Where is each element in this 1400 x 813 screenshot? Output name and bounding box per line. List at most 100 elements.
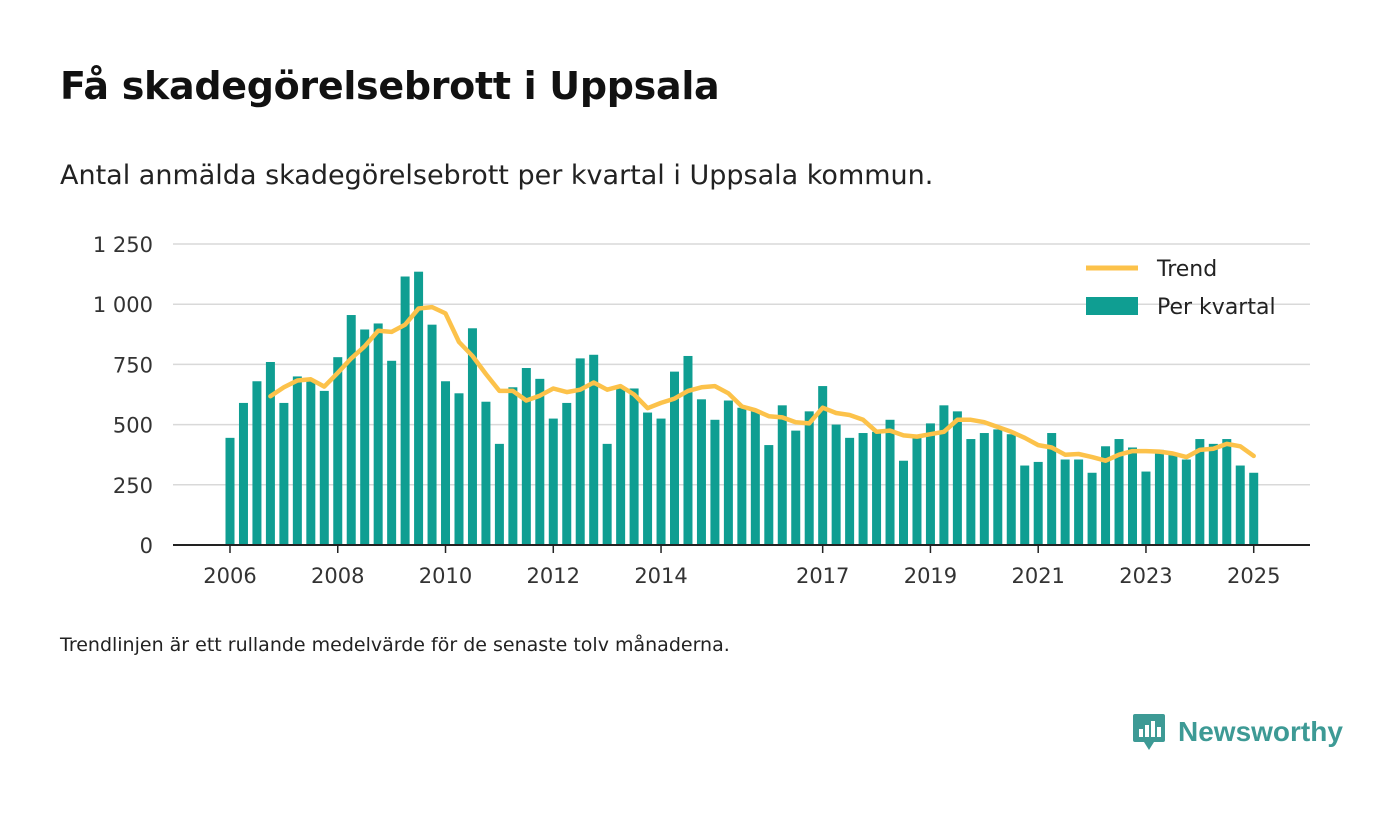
bar xyxy=(1208,443,1218,545)
bar xyxy=(737,407,747,545)
bar xyxy=(1181,459,1191,545)
newsworthy-brand[interactable]: Newsworthy xyxy=(1132,710,1343,754)
bar xyxy=(360,329,370,545)
newsworthy-logo-icon xyxy=(1133,714,1165,750)
bar xyxy=(616,388,626,545)
bar xyxy=(508,387,518,545)
legend: Trend Per kvartal xyxy=(1086,257,1276,320)
y-tick-label: 500 xyxy=(113,414,153,438)
bar xyxy=(575,358,585,545)
bar xyxy=(629,388,639,545)
chart-subtitle: Antal anmälda skadegörelsebrott per kvar… xyxy=(60,160,934,191)
x-tick-label: 2008 xyxy=(311,564,364,588)
y-tick-label: 250 xyxy=(113,474,153,498)
bar xyxy=(333,357,343,545)
y-axis-ticks: 0 250 500 750 1 000 1 250 xyxy=(93,233,153,558)
x-tick-label: 2021 xyxy=(1011,564,1064,588)
bar xyxy=(993,429,1003,545)
bar xyxy=(279,402,289,545)
bar xyxy=(683,355,693,545)
bar xyxy=(427,324,437,545)
bar xyxy=(656,418,666,545)
bar xyxy=(521,368,531,545)
legend-trend-label: Trend xyxy=(1156,257,1217,282)
legend-bar-label: Per kvartal xyxy=(1157,295,1276,320)
bar xyxy=(346,315,356,545)
legend-bar-swatch xyxy=(1086,297,1138,315)
bar-series xyxy=(225,271,1259,545)
bar xyxy=(750,410,760,545)
trend-line xyxy=(268,304,1256,463)
bar xyxy=(562,402,572,545)
bar xyxy=(319,390,329,545)
footnote: Trendlinjen är ett rullande medelvärde f… xyxy=(60,634,730,656)
bar xyxy=(1154,449,1164,545)
bar xyxy=(966,439,976,545)
bar xyxy=(710,419,720,545)
x-tick-label: 2012 xyxy=(527,564,580,588)
bar xyxy=(952,411,962,545)
y-tick-label: 0 xyxy=(140,534,153,558)
bar xyxy=(414,271,424,545)
bar xyxy=(1047,433,1057,545)
bar xyxy=(1222,439,1232,545)
bar xyxy=(885,419,895,545)
brand-name: Newsworthy xyxy=(1178,716,1343,747)
bar xyxy=(1168,454,1178,545)
x-tick-label: 2025 xyxy=(1227,564,1280,588)
bar xyxy=(467,328,477,545)
bar xyxy=(696,399,706,545)
bar xyxy=(535,378,545,545)
bar xyxy=(764,445,774,545)
bar xyxy=(589,354,599,545)
bar xyxy=(494,443,504,545)
bar xyxy=(1101,446,1111,545)
bar xyxy=(791,430,801,545)
x-tick-label: 2006 xyxy=(203,564,256,588)
bar xyxy=(858,433,868,545)
bar xyxy=(1006,434,1016,545)
bar xyxy=(1033,461,1043,545)
bar xyxy=(1127,447,1137,545)
y-tick-label: 1 250 xyxy=(93,233,153,257)
x-tick-label: 2010 xyxy=(419,564,472,588)
bar xyxy=(1060,459,1070,545)
bar xyxy=(548,418,558,545)
bar xyxy=(831,424,841,545)
bar xyxy=(252,381,262,545)
bar xyxy=(1195,439,1205,545)
bar xyxy=(1020,465,1030,545)
bar xyxy=(265,361,275,545)
bar xyxy=(441,381,451,545)
bar xyxy=(670,371,680,545)
x-tick-label: 2023 xyxy=(1119,564,1172,588)
bar xyxy=(899,460,908,545)
x-tick-label: 2017 xyxy=(796,564,849,588)
bar xyxy=(225,437,235,545)
bar xyxy=(238,402,248,545)
bar xyxy=(1074,459,1084,545)
trend-series xyxy=(268,304,1256,463)
bar xyxy=(804,411,814,545)
bar xyxy=(872,431,882,545)
bar xyxy=(1114,439,1124,545)
chart-title: Få skadegörelsebrott i Uppsala xyxy=(60,64,720,108)
x-tick-label: 2014 xyxy=(634,564,687,588)
bar xyxy=(818,386,828,545)
bar xyxy=(925,423,935,545)
bar xyxy=(643,412,653,545)
x-tick-label: 2019 xyxy=(904,564,957,588)
bar xyxy=(306,381,316,545)
bar xyxy=(845,437,855,545)
bar xyxy=(373,323,383,545)
bar xyxy=(292,376,302,545)
bar xyxy=(400,276,410,545)
bar xyxy=(912,436,922,545)
bar xyxy=(387,360,397,545)
y-tick-label: 1 000 xyxy=(93,293,153,317)
bar xyxy=(602,443,612,545)
bar xyxy=(481,401,491,545)
chart-area: 0 250 500 750 1 000 1 250 2006 2008 2010 2012 201… xyxy=(93,233,1310,588)
bar xyxy=(777,405,787,545)
x-axis-ticks: 2006 2008 2010 2012 2014 2017 2019 2021 2023 2025 xyxy=(203,545,1280,588)
